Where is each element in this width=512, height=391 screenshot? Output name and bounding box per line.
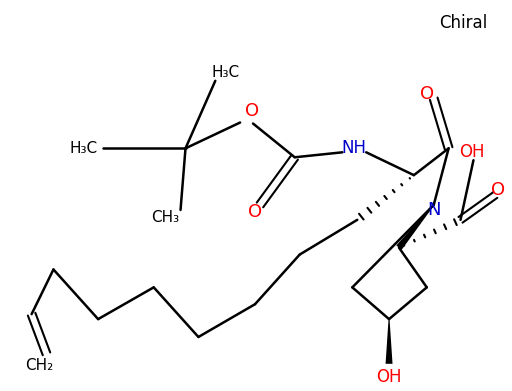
Polygon shape [396,204,434,250]
Text: OH: OH [376,368,402,386]
Text: O: O [248,203,262,221]
Text: H₃C: H₃C [69,141,97,156]
Text: O: O [245,102,259,120]
Text: CH₂: CH₂ [26,358,54,373]
Text: Chiral: Chiral [439,14,487,32]
Text: O: O [420,85,434,103]
Text: H₃C: H₃C [211,65,239,81]
Text: OH: OH [459,143,484,161]
Text: N: N [427,201,440,219]
Text: O: O [491,181,505,199]
Text: NH: NH [342,139,367,157]
Text: CH₃: CH₃ [152,210,180,225]
Polygon shape [386,319,393,364]
